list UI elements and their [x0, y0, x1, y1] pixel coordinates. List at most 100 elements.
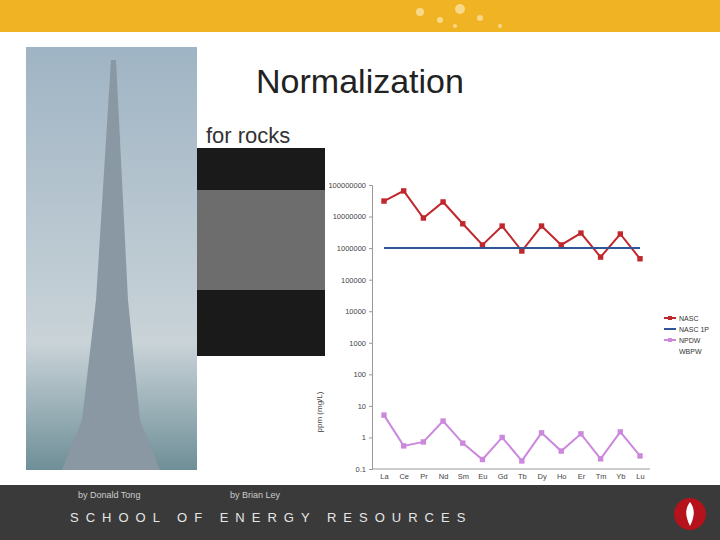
x-tick: Ce: [399, 469, 409, 481]
tick-label: Dy: [537, 472, 546, 481]
x-tick: Sm: [458, 469, 469, 481]
tick-label: Gd: [498, 472, 508, 481]
tick-label: Er: [578, 472, 586, 481]
tick-mark: [369, 406, 372, 407]
tick-mark: [369, 217, 372, 218]
logo-flame: [686, 502, 694, 526]
y-tick: 100: [353, 370, 372, 379]
tick-label: Tb: [518, 472, 527, 481]
decor-dot: [416, 8, 424, 16]
tick-label: Tm: [596, 472, 607, 481]
marker: [559, 448, 564, 453]
x-tick: Gd: [498, 469, 508, 481]
y-tick: 1000000: [337, 244, 372, 253]
photo-tower: [26, 47, 197, 470]
marker: [539, 223, 544, 228]
marker: [598, 456, 603, 461]
y-axis: 0.11101001000100001000001000000100000001…: [328, 181, 372, 474]
tick-mark: [369, 469, 372, 470]
axis-title: ppm (mg/L): [315, 391, 324, 432]
decor-dot: [437, 17, 443, 23]
tick-label: Ho: [557, 472, 567, 481]
legend-label: NASC: [679, 315, 698, 322]
legend-marker: [668, 316, 672, 320]
tick-mark: [369, 280, 372, 281]
marker: [460, 440, 465, 445]
x-tick: Dy: [537, 469, 546, 481]
legend-marker: [668, 338, 672, 342]
tick-label: 10000: [345, 307, 366, 316]
footer-bar: [0, 485, 720, 540]
photo-sem: [197, 148, 325, 356]
marker: [539, 430, 544, 435]
marker: [440, 418, 445, 423]
marker: [637, 256, 642, 261]
marker: [381, 412, 386, 417]
tick-label: 1: [362, 433, 366, 442]
legend-label: WBPW: [679, 348, 702, 355]
x-tick: Pr: [420, 469, 428, 481]
marker: [559, 242, 564, 247]
marker: [499, 435, 504, 440]
y-tick: 10000000: [333, 212, 372, 221]
marker: [637, 453, 642, 458]
x-tick: La: [380, 469, 389, 481]
footer-text: SCHOOL OF ENERGY RESOURCES: [70, 510, 472, 525]
legend-swatch: [664, 328, 676, 330]
decor-dot: [498, 24, 502, 28]
marker: [598, 254, 603, 259]
tick-label: 10: [358, 402, 366, 411]
x-tick: Tm: [596, 469, 607, 481]
tick-mark: [369, 248, 372, 249]
y-tick: 100000000: [328, 181, 372, 190]
tick-label: 0.1: [356, 465, 366, 474]
tick-label: Lu: [636, 472, 644, 481]
y-tick: 1: [362, 433, 372, 442]
tick-label: Sm: [458, 472, 469, 481]
marker: [460, 221, 465, 226]
marker: [381, 198, 386, 203]
marker: [401, 443, 406, 448]
legend-swatch: [664, 350, 676, 352]
tick-label: 100000000: [328, 181, 366, 190]
marker: [480, 242, 485, 247]
decor-dot: [453, 24, 457, 28]
tick-label: 1000000: [337, 244, 366, 253]
tick-mark: [369, 185, 372, 186]
tick-mark: [369, 311, 372, 312]
tick-label: Eu: [478, 472, 487, 481]
x-tick: Eu: [478, 469, 487, 481]
marker: [440, 199, 445, 204]
data-layer: [381, 188, 642, 463]
series-line: [384, 191, 640, 259]
marker: [499, 223, 504, 228]
plot-area: [372, 185, 650, 469]
marker: [480, 457, 485, 462]
tick-label: 100000: [341, 276, 366, 285]
marker: [578, 230, 583, 235]
decor-dot: [477, 15, 483, 21]
legend-swatch: [664, 339, 676, 341]
series-line: [384, 247, 640, 249]
x-tick: Tb: [518, 469, 527, 481]
marker: [519, 458, 524, 463]
bullet-text: for rocks: [206, 123, 290, 148]
marker: [401, 188, 406, 193]
tick-label: Yb: [616, 472, 625, 481]
y-tick: 100000: [341, 276, 372, 285]
legend: NASCNASC 1PNPDWWBPW: [664, 315, 709, 355]
tick-mark: [369, 343, 372, 344]
y-tick: 10000: [345, 307, 372, 316]
marker: [618, 429, 623, 434]
x-axis: La Ce Pr Nd Sm Eu Gd Tb Dy Ho Er Tm Yb Lu: [372, 469, 650, 481]
tower-shape: [62, 60, 160, 470]
slide: Normalizationfor rocksby Donald Tongby B…: [0, 0, 720, 540]
tick-label: Nd: [439, 472, 449, 481]
legend-label: NPDW: [679, 337, 701, 344]
top-bar: [0, 0, 720, 32]
x-tick: Er: [578, 469, 586, 481]
x-tick: Nd: [439, 469, 449, 481]
x-tick: Lu: [636, 469, 644, 481]
sem-fiber: [197, 190, 325, 290]
marker: [421, 215, 426, 220]
